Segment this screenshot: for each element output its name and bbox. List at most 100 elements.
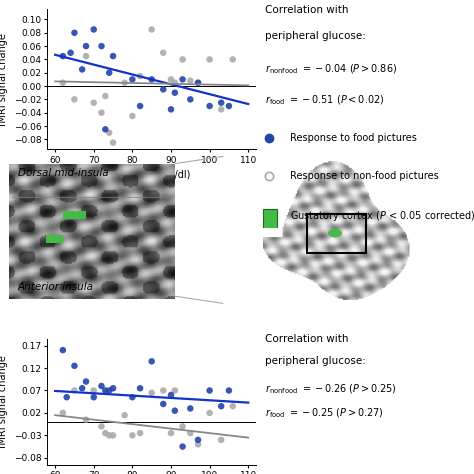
Point <box>179 423 186 430</box>
Point <box>82 42 90 50</box>
Point <box>90 26 98 33</box>
Ellipse shape <box>328 229 342 237</box>
Point <box>90 99 98 107</box>
Point <box>171 407 179 414</box>
Point <box>159 86 167 93</box>
Point <box>101 429 109 437</box>
Point <box>179 443 186 450</box>
Point <box>171 89 179 97</box>
Point <box>78 65 86 73</box>
Text: Anterior insula: Anterior insula <box>18 282 94 292</box>
Point <box>105 431 113 439</box>
Point <box>218 99 225 107</box>
Point <box>194 79 202 87</box>
Point <box>71 362 78 370</box>
Point <box>179 76 186 83</box>
Y-axis label: fMRI signal change: fMRI signal change <box>0 33 8 126</box>
Point <box>101 387 109 394</box>
X-axis label: Glucose (mg/dl): Glucose (mg/dl) <box>113 170 191 180</box>
Point <box>137 102 144 110</box>
Point <box>71 29 78 36</box>
Text: Correlation with: Correlation with <box>265 5 348 15</box>
Point <box>206 55 213 63</box>
Point <box>101 126 109 133</box>
Point <box>63 393 71 401</box>
Y-axis label: fMRI signal change: fMRI signal change <box>0 356 8 448</box>
Text: $r_\mathrm{food}$ $= -0.51\ (P < 0.02)$: $r_\mathrm{food}$ $= -0.51\ (P < 0.02)$ <box>265 94 384 108</box>
Point <box>82 52 90 60</box>
Text: $r_\mathrm{nonfood}$ $= -0.04\ (P > 0.86)$: $r_\mathrm{nonfood}$ $= -0.04\ (P > 0.86… <box>265 63 397 76</box>
Point <box>194 436 202 444</box>
Point <box>225 387 233 394</box>
Point <box>101 92 109 100</box>
Point <box>194 79 202 87</box>
Point <box>186 429 194 437</box>
Point <box>167 76 175 83</box>
Point <box>225 102 233 110</box>
Point <box>148 76 155 83</box>
Point <box>171 387 179 394</box>
Text: peripheral glucose:: peripheral glucose: <box>265 31 366 41</box>
Point <box>109 384 117 392</box>
Point <box>90 387 98 394</box>
Point <box>167 106 175 113</box>
Point <box>218 106 225 113</box>
Text: Correlation with: Correlation with <box>265 335 348 345</box>
Text: $r_\mathrm{food}$ $= -0.25\ (P > 0.27)$: $r_\mathrm{food}$ $= -0.25\ (P > 0.27)$ <box>265 406 383 419</box>
Point <box>98 382 105 390</box>
Point <box>186 77 194 84</box>
Point <box>82 416 90 423</box>
Point <box>167 429 175 437</box>
Point <box>71 387 78 394</box>
Point <box>186 96 194 103</box>
Point <box>128 431 136 439</box>
FancyArrow shape <box>63 211 86 219</box>
Point <box>98 423 105 430</box>
Text: Response to food pictures: Response to food pictures <box>290 133 417 144</box>
Point <box>206 387 213 394</box>
Point <box>59 346 67 354</box>
Text: $r_\mathrm{nonfood}$ $= -0.26\ (P > 0.25)$: $r_\mathrm{nonfood}$ $= -0.26\ (P > 0.25… <box>265 382 396 396</box>
Point <box>137 429 144 437</box>
Point <box>121 411 128 419</box>
Text: Gustatory cortex ($P$ < 0.05 corrected): Gustatory cortex ($P$ < 0.05 corrected) <box>290 210 474 223</box>
Point <box>82 378 90 385</box>
Point <box>98 109 105 117</box>
Point <box>105 69 113 76</box>
Point <box>59 52 67 60</box>
Point <box>229 402 237 410</box>
Point <box>167 391 175 399</box>
Point <box>128 76 136 83</box>
Point <box>194 440 202 448</box>
Point <box>128 393 136 401</box>
Point <box>98 42 105 50</box>
FancyArrow shape <box>46 236 63 243</box>
Point <box>67 49 74 56</box>
Point <box>229 55 237 63</box>
Text: Dorsal mid-insula: Dorsal mid-insula <box>18 168 109 178</box>
Point <box>78 384 86 392</box>
Point <box>59 409 67 417</box>
Point <box>59 79 67 87</box>
Point <box>109 431 117 439</box>
Point <box>159 400 167 408</box>
Point <box>105 129 113 137</box>
Point <box>206 102 213 110</box>
Point <box>148 26 155 33</box>
Point <box>218 402 225 410</box>
Point <box>218 436 225 444</box>
Point <box>159 49 167 56</box>
Point <box>71 96 78 103</box>
Point <box>105 387 113 394</box>
Point <box>186 405 194 412</box>
Point <box>137 72 144 80</box>
Point <box>206 409 213 417</box>
Point <box>148 357 155 365</box>
Text: Response to non-food pictures: Response to non-food pictures <box>290 171 438 181</box>
Point <box>128 112 136 120</box>
Bar <box>263 209 277 231</box>
Bar <box>307 214 366 254</box>
Point <box>148 389 155 397</box>
Point <box>179 55 186 63</box>
Point <box>90 393 98 401</box>
